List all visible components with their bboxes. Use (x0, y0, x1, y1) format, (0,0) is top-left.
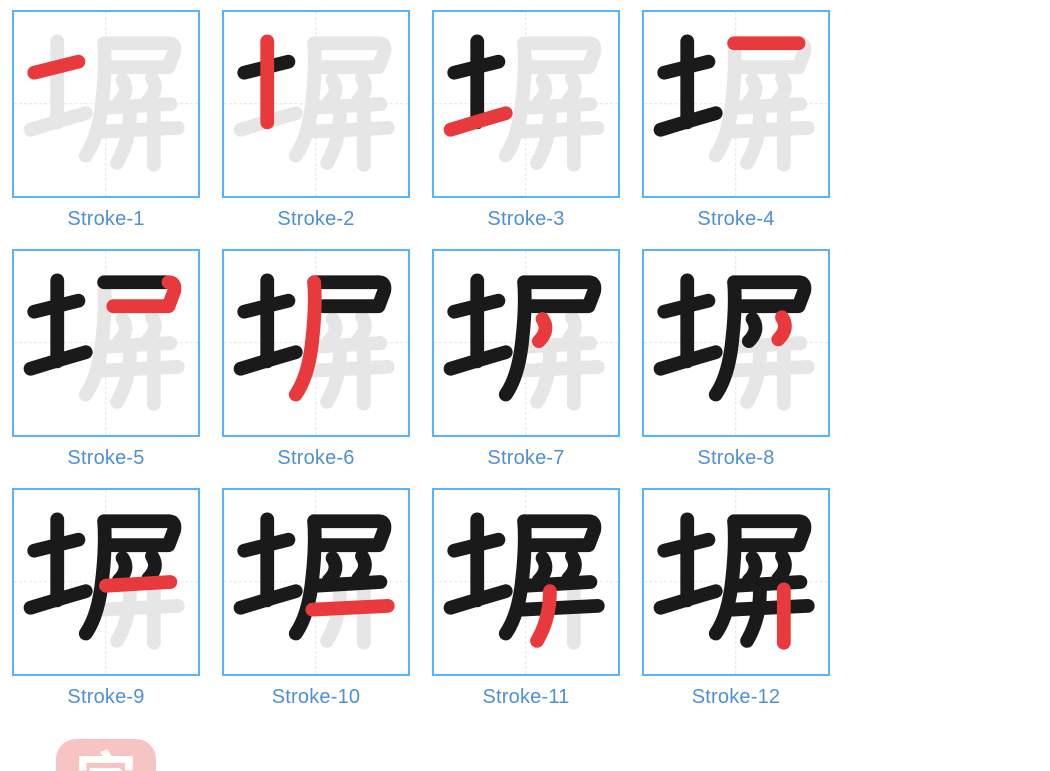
stroke-panel: Stroke-12 (640, 488, 832, 709)
stroke-tile (642, 10, 830, 198)
stroke-tile (642, 249, 830, 437)
stroke-tile (222, 488, 410, 676)
strokeorder-logo-icon: 字 (36, 733, 176, 771)
stroke-caption: Stroke-3 (487, 208, 564, 231)
character-glyph (224, 251, 408, 435)
stroke-caption: Stroke-11 (482, 686, 569, 709)
character-glyph (14, 251, 198, 435)
stroke-panel: Stroke-6 (220, 249, 412, 470)
stroke-tile (432, 488, 620, 676)
stroke-tile (642, 488, 830, 676)
character-glyph (644, 490, 828, 674)
stroke-tile (222, 249, 410, 437)
stroke-panel: Stroke-8 (640, 249, 832, 470)
stroke-panel: Stroke-9 (10, 488, 202, 709)
stroke-caption: Stroke-4 (697, 208, 774, 231)
character-glyph (14, 12, 198, 196)
stroke-caption: Stroke-9 (67, 686, 144, 709)
character-glyph (224, 490, 408, 674)
stroke-tile (12, 10, 200, 198)
stroke-caption: Stroke-7 (487, 447, 564, 470)
stroke-panel: Stroke-7 (430, 249, 622, 470)
stroke-tile (432, 10, 620, 198)
stroke-caption: Stroke-5 (67, 447, 144, 470)
stroke-panel: Stroke-11 (430, 488, 622, 709)
stroke-panel: Stroke-5 (10, 249, 202, 470)
stroke-caption: Stroke-12 (692, 686, 781, 709)
character-glyph (434, 12, 618, 196)
svg-text:字: 字 (75, 733, 137, 771)
stroke-panel: Stroke-3 (430, 10, 622, 231)
stroke-caption: Stroke-6 (277, 447, 354, 470)
stroke-panel: Stroke-4 (640, 10, 832, 231)
character-glyph (434, 251, 618, 435)
stroke-tile (12, 249, 200, 437)
stroke-panel: Stroke-1 (10, 10, 202, 231)
character-glyph (644, 251, 828, 435)
character-glyph (14, 490, 198, 674)
stroke-caption: Stroke-10 (272, 686, 361, 709)
watermark-tile: 字 (12, 727, 200, 771)
character-glyph (434, 490, 618, 674)
stroke-tile (222, 10, 410, 198)
stroke-panel: Stroke-10 (220, 488, 412, 709)
stroke-caption: Stroke-2 (277, 208, 354, 231)
character-glyph (224, 12, 408, 196)
stroke-order-grid: Stroke-1 Stroke-2 Stroke-3 Stroke-4 Stroke-5… (0, 0, 1050, 771)
stroke-caption: Stroke-1 (67, 208, 144, 231)
stroke-tile (432, 249, 620, 437)
character-glyph (644, 12, 828, 196)
watermark-cell: 字 StrokeOrder.com (10, 727, 202, 771)
stroke-tile (12, 488, 200, 676)
stroke-caption: Stroke-8 (697, 447, 774, 470)
stroke-panel: Stroke-2 (220, 10, 412, 231)
